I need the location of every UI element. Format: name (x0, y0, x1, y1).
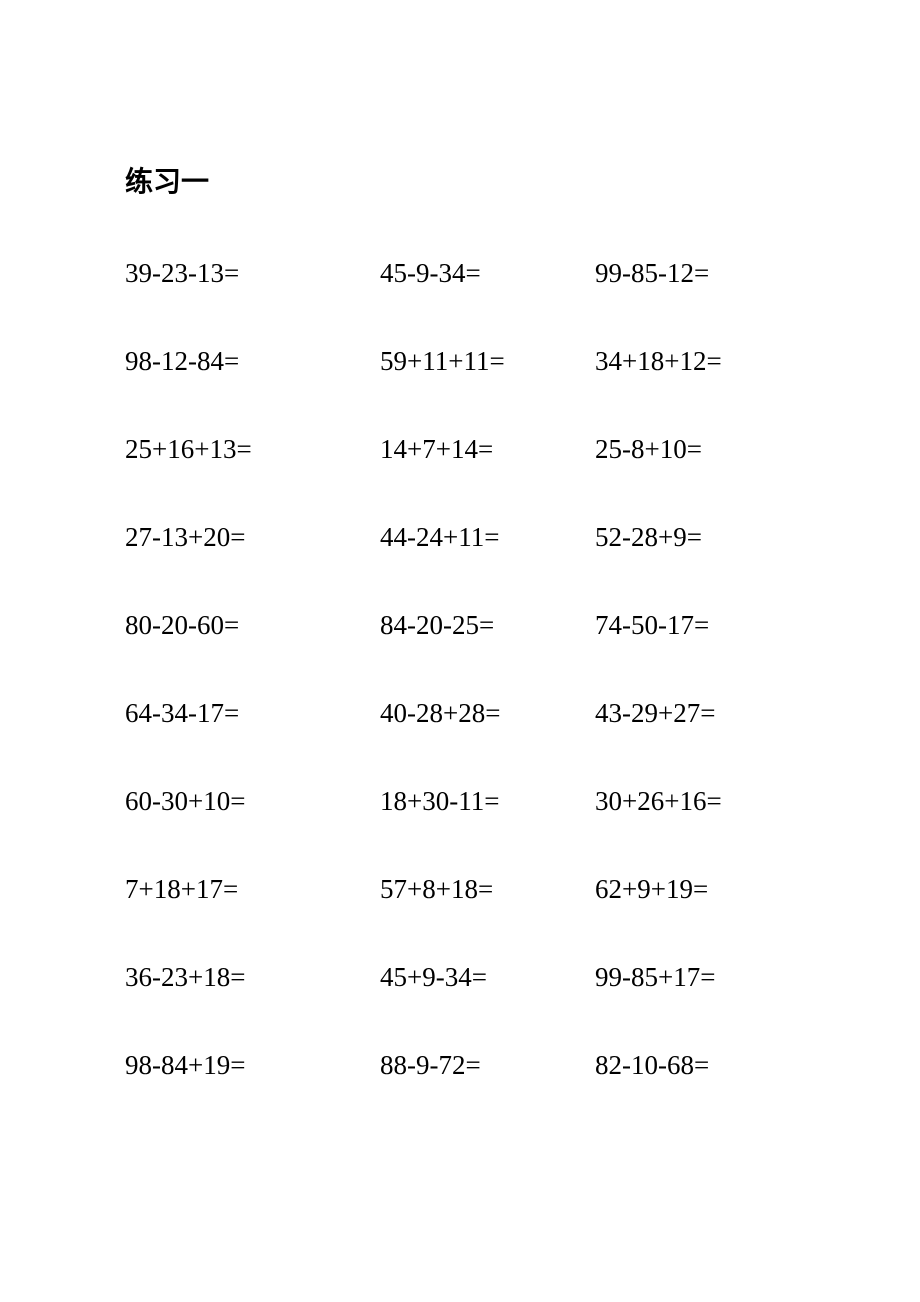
problem-cell: 88-9-72= (380, 1050, 595, 1081)
problem-cell: 74-50-17= (595, 610, 795, 641)
problem-row: 64-34-17= 40-28+28= 43-29+27= (125, 698, 795, 729)
problem-cell: 99-85-12= (595, 258, 795, 289)
problem-cell: 43-29+27= (595, 698, 795, 729)
problem-cell: 18+30-11= (380, 786, 595, 817)
problem-cell: 27-13+20= (125, 522, 380, 553)
problem-cell: 14+7+14= (380, 434, 595, 465)
problem-cell: 36-23+18= (125, 962, 380, 993)
problem-row: 60-30+10= 18+30-11= 30+26+16= (125, 786, 795, 817)
problem-row: 98-84+19= 88-9-72= 82-10-68= (125, 1050, 795, 1081)
problem-cell: 62+9+19= (595, 874, 795, 905)
problem-cell: 45-9-34= (380, 258, 595, 289)
problem-row: 80-20-60= 84-20-25= 74-50-17= (125, 610, 795, 641)
problem-row: 36-23+18= 45+9-34= 99-85+17= (125, 962, 795, 993)
problem-row: 98-12-84= 59+11+11= 34+18+12= (125, 346, 795, 377)
problem-cell: 60-30+10= (125, 786, 380, 817)
problem-cell: 64-34-17= (125, 698, 380, 729)
problem-cell: 57+8+18= (380, 874, 595, 905)
problem-row: 27-13+20= 44-24+11= 52-28+9= (125, 522, 795, 553)
problem-row: 39-23-13= 45-9-34= 99-85-12= (125, 258, 795, 289)
problem-row: 25+16+13= 14+7+14= 25-8+10= (125, 434, 795, 465)
problem-cell: 39-23-13= (125, 258, 380, 289)
worksheet-title: 练习一 (125, 160, 795, 200)
problem-cell: 98-84+19= (125, 1050, 380, 1081)
problem-cell: 7+18+17= (125, 874, 380, 905)
problem-cell: 99-85+17= (595, 962, 795, 993)
problem-cell: 45+9-34= (380, 962, 595, 993)
problem-cell: 34+18+12= (595, 346, 795, 377)
problem-cell: 25+16+13= (125, 434, 380, 465)
problem-cell: 52-28+9= (595, 522, 795, 553)
problem-cell: 80-20-60= (125, 610, 380, 641)
problem-cell: 84-20-25= (380, 610, 595, 641)
problem-cell: 44-24+11= (380, 522, 595, 553)
problem-cell: 40-28+28= (380, 698, 595, 729)
problem-cell: 30+26+16= (595, 786, 795, 817)
problem-cell: 59+11+11= (380, 346, 595, 377)
problem-cell: 82-10-68= (595, 1050, 795, 1081)
problem-cell: 98-12-84= (125, 346, 380, 377)
problem-row: 7+18+17= 57+8+18= 62+9+19= (125, 874, 795, 905)
problem-cell: 25-8+10= (595, 434, 795, 465)
